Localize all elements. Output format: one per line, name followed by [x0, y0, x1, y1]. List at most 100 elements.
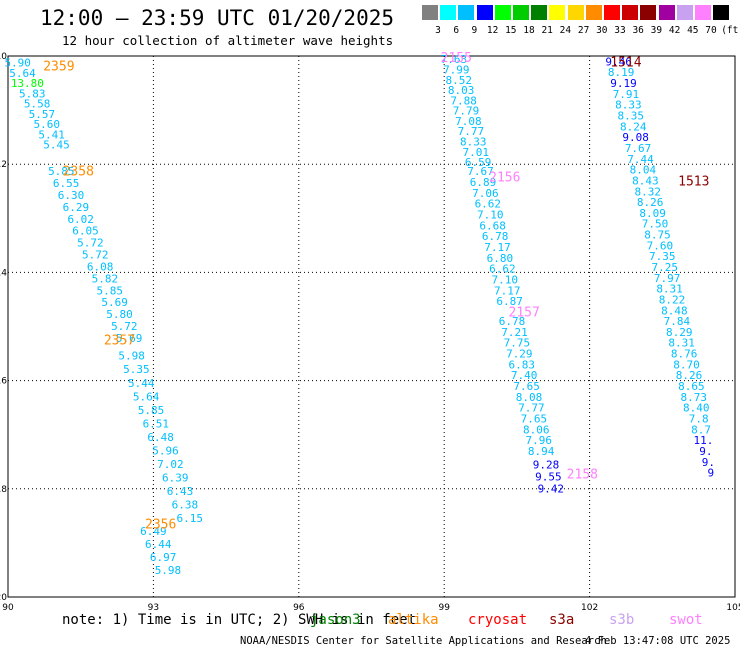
wave-height-value: 5.98: [118, 350, 145, 363]
wave-height-value: 6.49: [140, 525, 167, 538]
wave-height-value: 6.05: [72, 225, 99, 238]
scale-label: 70: [705, 25, 717, 36]
wave-height-value: 8.94: [528, 445, 555, 458]
wave-height-value: 5.69: [101, 296, 128, 309]
y-tick-label: -14: [0, 268, 7, 278]
wave-height-value: 6.29: [63, 201, 90, 214]
wave-height-value: 8.03: [448, 84, 475, 97]
wave-height-value: 5.82: [92, 272, 119, 285]
track-time-label: 2155: [441, 51, 472, 66]
x-tick-label: 99: [438, 603, 450, 613]
wave-height-value: 9.: [702, 456, 715, 469]
x-tick-label: 96: [293, 603, 305, 613]
wave-height-value: 8.40: [683, 402, 710, 415]
scale-swatch: [622, 5, 639, 20]
footer-note: note: 1) Time is in UTC; 2) SWH is in fe…: [62, 612, 417, 628]
wave-height-value: 5.69: [116, 332, 143, 345]
x-tick-label: 93: [148, 603, 159, 613]
scale-label: (ft): [721, 25, 740, 36]
wave-height-value: 7.17: [484, 241, 511, 254]
wave-height-value: 8.73: [681, 391, 708, 404]
scale-swatch: [676, 5, 693, 20]
wave-height-value: 5.85: [138, 404, 165, 417]
wave-height-value: 8.09: [639, 207, 666, 220]
wave-height-value: 8.29: [666, 326, 693, 339]
wave-height-value: 5.80: [106, 308, 133, 321]
chart-title: 12:00 – 23:59 UTC 01/20/2025: [40, 6, 395, 30]
wave-height-value: 7.44: [627, 153, 654, 166]
mission-label-s3b: s3b: [609, 612, 635, 628]
wave-height-value: 6.38: [172, 498, 199, 511]
wave-height-value: 5.58: [24, 98, 51, 111]
wave-height-value: 7.50: [642, 218, 669, 231]
wave-height-value: 6.44: [145, 538, 172, 551]
scale-label: 3: [435, 25, 441, 36]
wave-height-value: 8.19: [608, 66, 635, 79]
wave-height-value: 6.43: [167, 485, 194, 498]
wave-height-value: 9.55: [535, 470, 562, 483]
mission-label-jason3: jason3: [310, 612, 361, 628]
wave-height-value: 6.55: [53, 177, 80, 190]
mission-label-cryosat: cryosat: [468, 612, 528, 628]
mission-label-altika: altika: [388, 612, 439, 628]
wave-height-value: 7.88: [450, 94, 477, 107]
wave-height-value: 9.08: [622, 131, 649, 144]
wave-height-value: 7.63: [441, 53, 468, 66]
wave-height-value: 7.01: [462, 146, 489, 159]
y-tick-label: -18: [0, 485, 7, 495]
wave-height-value: 7.60: [647, 239, 674, 252]
scale-swatch: [713, 5, 730, 20]
wave-height-value: 7.77: [518, 402, 545, 415]
scale-swatch: [422, 5, 438, 20]
mission-label-s3a: s3a: [549, 612, 575, 628]
wave-height-value: 7.08: [455, 115, 482, 128]
wave-height-value: 8.32: [635, 185, 662, 198]
y-tick-label: -20: [0, 593, 7, 603]
scale-swatch: [458, 5, 475, 20]
scale-label: 6: [453, 25, 460, 36]
wave-height-value: 5.60: [34, 118, 61, 131]
wave-height-value: 8.31: [668, 337, 695, 350]
wave-height-value: 8.22: [659, 293, 686, 306]
wave-height-value: 7.84: [664, 315, 691, 328]
scale-swatch: [567, 5, 584, 20]
x-tick-label: 105: [726, 603, 740, 613]
wave-height-value: 5.45: [43, 139, 70, 152]
wave-height-value: 7.06: [472, 187, 499, 200]
wave-height-value: 11.: [694, 434, 714, 447]
wave-height-value: 7.67: [467, 165, 494, 178]
wave-height-value: 8.65: [678, 380, 705, 393]
y-tick-label: -10: [0, 52, 7, 62]
wave-height-value: 7.25: [651, 261, 678, 274]
scale-swatch: [494, 5, 511, 20]
wave-height-value: 9.19: [610, 77, 637, 90]
wave-height-value: 8.43: [632, 174, 659, 187]
wave-height-value: 5.98: [155, 564, 182, 577]
wave-height-value: 5.57: [29, 108, 56, 121]
wave-height-value: 7.99: [443, 64, 470, 77]
wave-height-value: 7.77: [458, 125, 485, 138]
scale-swatch: [549, 5, 566, 20]
wave-height-value: 7.17: [494, 284, 521, 297]
wave-height-value: 8.35: [618, 110, 645, 123]
wave-height-value: 8.33: [615, 99, 642, 112]
wave-height-value: 6.15: [177, 512, 204, 525]
wave-height-value: 7.21: [501, 326, 528, 339]
wave-height-value: 6.80: [487, 252, 514, 265]
wave-height-value: 5.96: [152, 444, 179, 457]
wave-height-value: 8.06: [523, 423, 550, 436]
wave-height-value: 5.72: [77, 237, 104, 250]
wave-height-value: 6.48: [147, 431, 174, 444]
scale-swatch: [695, 5, 711, 20]
wave-height-value: 9.46: [605, 55, 632, 68]
wave-height-value: 8.26: [676, 369, 703, 382]
wave-height-value: 7.75: [504, 337, 531, 350]
wave-height-value: 8.52: [445, 74, 472, 87]
wave-height-value: 8.76: [671, 348, 698, 361]
scale-label: 18: [523, 25, 535, 36]
track-time-label: 2358: [63, 165, 94, 180]
wave-height-value: 7.29: [506, 348, 533, 361]
chart-subtitle: 12 hour collection of altimeter wave hei…: [62, 33, 394, 48]
wave-height-value: 8.08: [516, 391, 543, 404]
wave-height-value: 5.41: [38, 128, 65, 141]
